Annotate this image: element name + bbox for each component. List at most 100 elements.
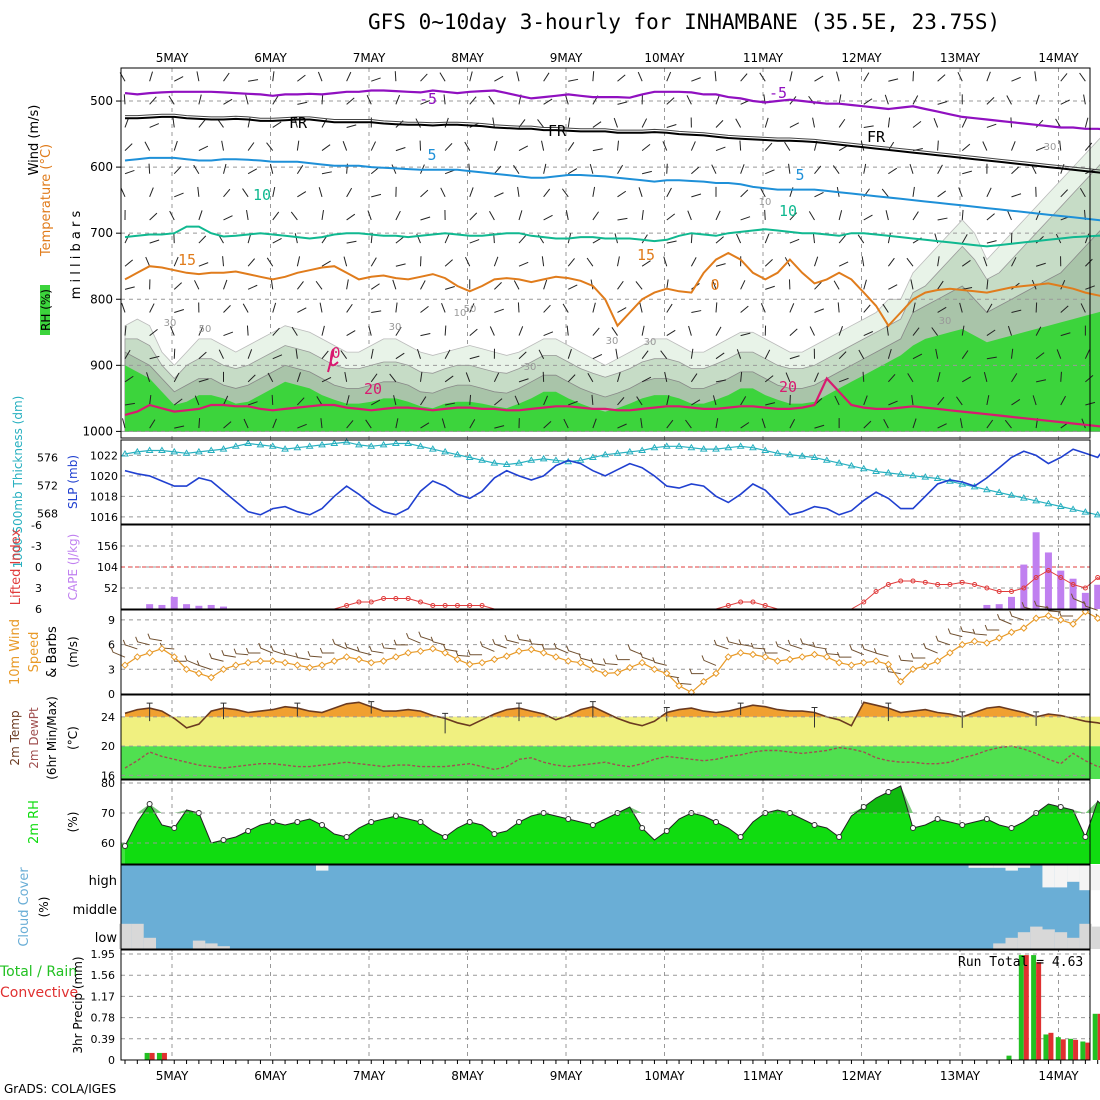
lifted-index-point <box>996 589 1002 594</box>
wind-speed-point <box>404 649 412 657</box>
temp-contour-label: FR <box>289 114 308 132</box>
surface-wind-barb <box>849 644 864 656</box>
thickness-point <box>588 453 597 460</box>
surface-wind-barb <box>455 650 470 657</box>
wind-barb <box>247 284 258 290</box>
wind-speed-point <box>453 655 462 664</box>
temp-contour-label: 20 <box>364 380 382 398</box>
wind-barb <box>198 351 207 360</box>
surface-wind-barb <box>566 645 581 656</box>
thickness-point <box>281 445 289 452</box>
surface-wind-barb <box>1070 593 1086 605</box>
wind-speed-point <box>170 653 178 661</box>
wind-barb <box>640 418 643 429</box>
wind-barb <box>267 372 274 383</box>
temp-minmax-bar <box>589 701 596 718</box>
thickness-point <box>121 450 129 457</box>
precip-tick-label: 1.95 <box>91 948 116 961</box>
thickness-point <box>1081 508 1090 515</box>
wind-barb <box>296 281 304 290</box>
wind-barb <box>493 372 500 383</box>
wind-barb <box>789 328 798 336</box>
wind-barb <box>123 94 126 105</box>
surface-wind-barb <box>209 653 224 662</box>
cape-tick-label: 52 <box>104 582 118 595</box>
slp-tick-label: 1020 <box>90 470 118 483</box>
wind-barb <box>537 119 545 128</box>
wind-barb <box>957 71 963 82</box>
li-tick-label: 6 <box>35 603 42 616</box>
wind-barb <box>567 374 576 383</box>
wind-barb <box>909 163 914 174</box>
rh-point <box>392 813 399 819</box>
surface-wind-barb <box>393 639 409 646</box>
wind-barb <box>715 210 721 221</box>
rh-legend-swatch <box>40 285 50 335</box>
wind-barb <box>636 396 643 406</box>
surface-wind-barb <box>652 657 667 666</box>
rh-point <box>245 828 252 834</box>
panel-frames <box>120 67 1099 1064</box>
wind-barb <box>833 280 840 290</box>
wind-barb <box>961 260 971 267</box>
wind-speed-point <box>699 677 708 686</box>
lifted-index-point <box>750 599 756 605</box>
surface-wind-barb <box>418 631 433 642</box>
wind-barb <box>764 209 766 220</box>
wind-speed-point <box>158 644 166 653</box>
wind-barb <box>660 350 668 360</box>
thickness-point <box>835 459 844 466</box>
wind-barb <box>789 419 796 429</box>
rh-point <box>1008 825 1015 831</box>
wind-barb <box>321 209 324 221</box>
wind-barb <box>518 210 523 221</box>
wind-barb <box>272 211 280 221</box>
wind-barb <box>420 189 429 198</box>
wind-barb <box>838 326 843 336</box>
wind-barb <box>858 349 865 359</box>
wind-barb <box>789 212 798 221</box>
surface-wind-barb <box>639 652 655 662</box>
wind-barb <box>297 74 306 82</box>
wind-barb <box>638 187 643 197</box>
wind-barb <box>272 354 283 360</box>
wind-barb <box>959 302 963 313</box>
wind-barb <box>961 234 968 244</box>
wind-barb <box>887 348 892 359</box>
wind-barb <box>888 400 898 406</box>
wind-barb <box>122 418 126 429</box>
wind-barb <box>543 72 550 82</box>
precip-conv-bar <box>1023 955 1029 1060</box>
wind-barb <box>196 71 200 82</box>
temp-axis-label-2: 2m DewPt <box>27 707 41 769</box>
wind-speed-point <box>921 662 930 670</box>
wind-barb <box>958 187 963 198</box>
surface-wind-barb <box>763 647 778 654</box>
wind-barb <box>124 286 135 290</box>
wind-barb <box>271 394 274 405</box>
temp-minmax-bar <box>1033 711 1040 726</box>
wind-speed-point <box>872 657 880 665</box>
high-cloud-bar <box>1079 865 1092 891</box>
wind-barb <box>715 94 720 105</box>
pressure-tick-label: 700 <box>90 226 113 240</box>
wind-barb <box>149 71 154 82</box>
wind-barb <box>297 101 308 105</box>
wind-speed-point <box>884 660 893 669</box>
chart-title: GFS 0~10day 3-hourly for INHAMBANE (35.5… <box>368 10 1001 34</box>
panel-frame <box>120 609 1091 695</box>
rh-point <box>860 804 867 810</box>
thickness-point <box>539 454 548 462</box>
wind-barb <box>344 371 348 382</box>
wind-barb <box>836 71 840 82</box>
wind-barb <box>518 145 529 152</box>
wind-barb <box>290 211 298 221</box>
thickness-point <box>921 473 930 480</box>
wind-barb <box>1055 118 1062 128</box>
wind-barb <box>562 303 569 313</box>
wind-barb <box>715 418 719 429</box>
cape-bar <box>1044 552 1052 609</box>
precip-total-bar <box>144 1052 150 1060</box>
wind-barb <box>860 140 865 151</box>
thickness-point <box>268 442 277 449</box>
